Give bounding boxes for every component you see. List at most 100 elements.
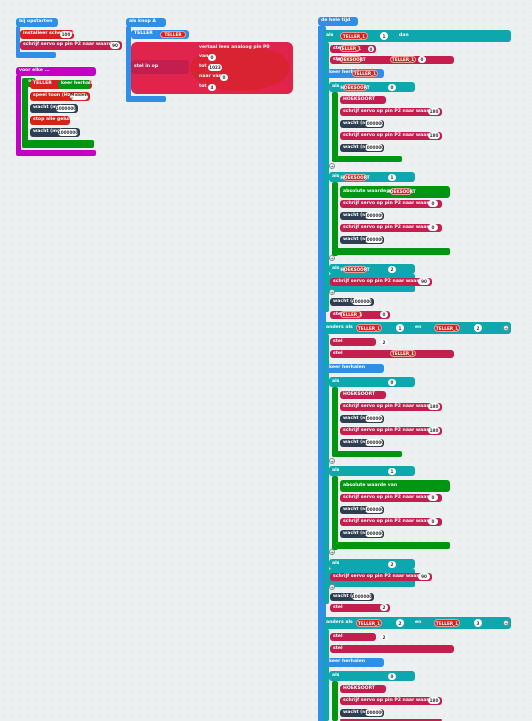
- repeat-row-3[interactable]: keer herhalen: [326, 658, 384, 667]
- add-branch-icon-3[interactable]: +: [329, 289, 335, 296]
- to-low-value[interactable]: 0: [220, 74, 228, 81]
- forever-header[interactable]: de hele tijd: [318, 17, 358, 26]
- set-row-g[interactable]: stel: [330, 633, 376, 641]
- servo-row-7[interactable]: schrijf servo op pin P2 naar waarde: [340, 427, 442, 435]
- install-block[interactable]: installeer schermen: [20, 30, 74, 39]
- set-row-d[interactable]: stel: [330, 338, 376, 346]
- abs-row-1-var[interactable]: HOEKSOORT: [386, 188, 416, 195]
- servo-write-value[interactable]: 90: [110, 42, 120, 49]
- teller-var-dd-1[interactable]: TELLER_1: [340, 32, 368, 40]
- install-value[interactable]: 100: [60, 31, 72, 38]
- wait-block-1[interactable]: wacht (ms): [30, 104, 78, 113]
- servo-row-4[interactable]: schrijf servo op pin P2 naar waarde: [340, 224, 442, 232]
- nested-if-1-val[interactable]: 0: [388, 84, 396, 91]
- tone-value[interactable]: Midden C: [70, 91, 88, 102]
- set-row-c-var[interactable]: TELLER_1: [339, 311, 363, 318]
- wait-row-3-val[interactable]: 1000000: [363, 212, 385, 219]
- on-start-header[interactable]: bij opstarten: [16, 18, 58, 27]
- set-row-e-var[interactable]: TELLER_1: [390, 350, 416, 357]
- servo-row-1-val[interactable]: 180: [428, 108, 440, 115]
- stop-sound-block[interactable]: stop alle geluiden: [30, 116, 79, 125]
- repeat-row-2[interactable]: keer herhalen: [326, 364, 384, 373]
- nested-if-2-val[interactable]: 1: [388, 174, 396, 181]
- wait-row-7[interactable]: wacht (ms): [340, 439, 384, 447]
- servo-row-6-val[interactable]: 180: [428, 403, 440, 410]
- servo-row-8-val[interactable]: 0: [428, 494, 438, 501]
- servo-row-5-val[interactable]: 90: [418, 278, 430, 285]
- servo-write-block[interactable]: schrijf servo op pin P2 naar waarde: [20, 41, 122, 50]
- else-if-2-val-b[interactable]: 3: [474, 619, 482, 627]
- nested-if-5[interactable]: als: [329, 466, 415, 476]
- servo-row-6[interactable]: schrijf servo op pin P2 naar waarde: [340, 403, 442, 411]
- wait-row-1[interactable]: wacht (ms): [340, 120, 384, 128]
- nested-if-3-val[interactable]: 2: [388, 266, 396, 273]
- servo-row-1[interactable]: schrijf servo op pin P2 naar waarde: [340, 108, 442, 116]
- teller-dropdown[interactable]: TELLER: [160, 31, 186, 38]
- add-branch-icon-1[interactable]: +: [329, 163, 335, 170]
- set-row-f[interactable]: stel: [330, 604, 390, 612]
- else-if-1-val-a[interactable]: 1: [396, 324, 404, 332]
- wait-row-9[interactable]: wacht (ms): [340, 530, 384, 538]
- hoek-row-3[interactable]: HOEKSOORT: [340, 685, 386, 693]
- button-event-header[interactable]: als knop A: [126, 18, 166, 27]
- nested-if-3[interactable]: als: [329, 264, 415, 274]
- else-if-add-icon-1[interactable]: +: [503, 325, 509, 332]
- set-var-row[interactable]: stel in op: [131, 60, 189, 74]
- servo-row-2-val[interactable]: 180: [428, 132, 440, 139]
- repeat-count-block[interactable]: keer herhalen: [58, 80, 97, 89]
- wait-row-11[interactable]: wacht (ms): [340, 709, 384, 717]
- set-row-h[interactable]: stel: [330, 645, 454, 653]
- servo-row-9-val[interactable]: 0: [428, 518, 438, 525]
- wait-row-2-val[interactable]: 1000000: [363, 144, 385, 151]
- nested-if-7-val[interactable]: 0: [388, 673, 396, 680]
- wait-row-1-val[interactable]: 1000000: [363, 120, 385, 127]
- loop-header[interactable]: voor elke ...: [16, 67, 96, 76]
- to-high-value[interactable]: 4: [208, 84, 216, 91]
- nested-if-7[interactable]: als: [329, 671, 415, 681]
- else-if-2-var-b[interactable]: TELLER_1: [434, 619, 460, 627]
- set-row-f-val[interactable]: 2: [380, 604, 388, 611]
- set-row-a-val[interactable]: 0: [368, 46, 374, 52]
- add-branch-icon-4[interactable]: +: [329, 458, 335, 465]
- servo-row-5[interactable]: schrijf servo op pin P2 naar waarde: [330, 278, 432, 286]
- else-if-2-val-a[interactable]: 2: [396, 619, 404, 627]
- else-if-1-var-a[interactable]: TELLER_1: [356, 324, 382, 332]
- set-row-b-minus[interactable]: 0: [418, 56, 426, 63]
- set-row-b-var[interactable]: HOEKSOORT: [336, 56, 366, 63]
- else-if-1-var-b[interactable]: TELLER_1: [434, 324, 460, 332]
- from-low-value[interactable]: 0: [208, 54, 216, 61]
- abs-row-2[interactable]: absolute waarde van: [340, 480, 450, 492]
- wait-row-6[interactable]: wacht (ms): [340, 415, 384, 423]
- wait-row-8[interactable]: wacht (ms): [340, 506, 384, 514]
- nested-if-4-val[interactable]: 0: [388, 379, 396, 386]
- add-branch-icon-2[interactable]: +: [329, 255, 335, 262]
- set-row-a-var[interactable]: TELLER_1: [338, 45, 362, 52]
- set-row-g-val[interactable]: 2: [380, 634, 388, 640]
- nested-if-1-var[interactable]: HOEKSOORT: [340, 84, 370, 91]
- add-branch-icon-6[interactable]: +: [329, 584, 335, 591]
- nested-if-6[interactable]: als: [329, 559, 415, 569]
- servo-row-9[interactable]: schrijf servo op pin P2 naar waarde: [340, 518, 442, 526]
- servo-row-4-val[interactable]: 0: [428, 224, 438, 231]
- play-tone-block[interactable]: speel toon (Hz): [30, 92, 90, 101]
- wait-row-8-val[interactable]: 1000000: [363, 506, 385, 513]
- set-row-b-var2[interactable]: TELLER_1: [390, 56, 416, 63]
- nested-if-3-var[interactable]: HOEKSOORT: [340, 266, 370, 273]
- servo-row-3[interactable]: schrijf servo op pin P2 naar waarde: [340, 200, 442, 208]
- else-if-2-var-a[interactable]: TELLER_1: [356, 619, 382, 627]
- wait-row-7-val[interactable]: 1000000: [363, 439, 385, 446]
- servo-row-3-val[interactable]: 0: [428, 200, 438, 207]
- nested-if-5-val[interactable]: 1: [388, 468, 396, 475]
- add-branch-icon-5[interactable]: +: [329, 549, 335, 556]
- if1-value[interactable]: 1: [380, 32, 388, 40]
- if-block-1[interactable]: als: [323, 30, 511, 42]
- wait-value-1[interactable]: 1000000: [55, 105, 77, 112]
- nested-if-2[interactable]: als: [329, 172, 415, 182]
- else-if-add-icon-2[interactable]: +: [503, 620, 509, 627]
- from-high-value[interactable]: 1023: [208, 64, 222, 71]
- nested-if-2-var[interactable]: HOEKSOORT: [340, 174, 370, 181]
- set-row-c-val[interactable]: 0: [380, 311, 388, 318]
- servo-row-2[interactable]: schrijf servo op pin P2 naar waarde: [340, 132, 442, 140]
- hoek-row-1[interactable]: HOEKSOORT: [340, 96, 386, 104]
